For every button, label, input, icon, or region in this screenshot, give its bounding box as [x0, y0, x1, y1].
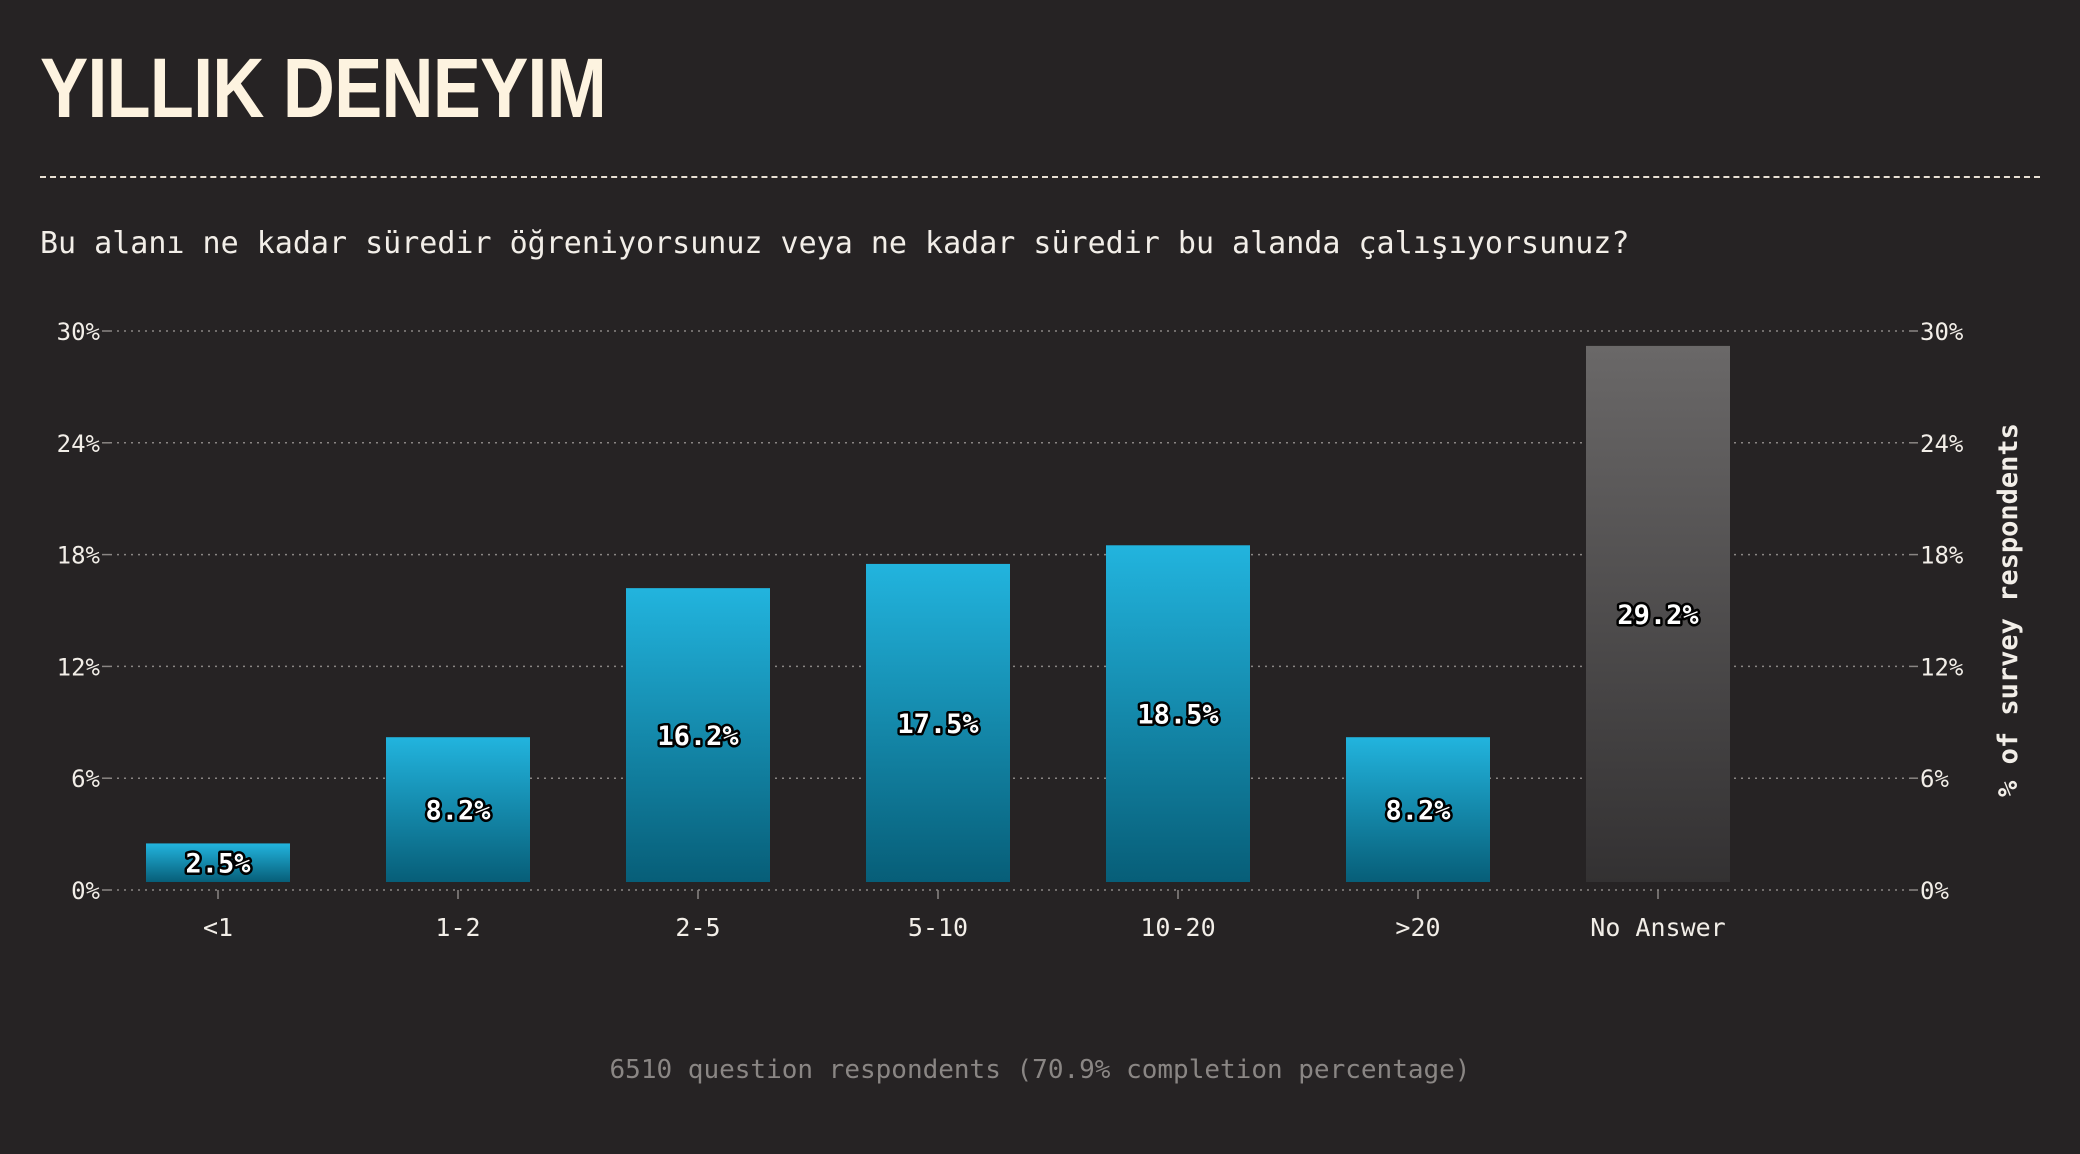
x-tick-label: No Answer — [1590, 913, 1725, 942]
footnote: 6510 question respondents (70.9% complet… — [0, 1055, 2080, 1085]
y-tick-label-right: 12% — [1920, 653, 1964, 681]
y-tick-label-left: 0% — [71, 877, 100, 905]
y-tick-label-left: 18% — [57, 542, 101, 570]
y-tick-label-right: 30% — [1920, 318, 1964, 346]
value-label: 8.2% — [425, 796, 491, 827]
value-label: 18.5% — [1137, 700, 1219, 731]
value-label: 17.5% — [897, 709, 979, 740]
y-axis-label-right: % of survey respondents — [1993, 423, 2024, 797]
y-tick-label-left: 12% — [57, 653, 101, 681]
x-tick-label: 10-20 — [1140, 913, 1215, 942]
y-tick-label-right: 0% — [1920, 877, 1949, 905]
value-label: 8.2% — [1385, 796, 1451, 827]
x-tick-label: 1-2 — [435, 913, 480, 942]
y-tick-label-left: 6% — [71, 765, 100, 793]
value-label: 29.2% — [1617, 600, 1699, 631]
x-tick-label: >20 — [1395, 913, 1440, 942]
bars — [146, 346, 1730, 882]
x-tick-label: 5-10 — [908, 913, 968, 942]
y-tick-label-right: 6% — [1920, 765, 1949, 793]
y-tick-label-right: 18% — [1920, 542, 1964, 570]
value-label: 2.5% — [185, 849, 251, 880]
x-tick-label: 2-5 — [675, 913, 720, 942]
x-tick-label: <1 — [203, 913, 233, 942]
y-tick-label-right: 24% — [1920, 430, 1964, 458]
value-label: 16.2% — [657, 721, 739, 752]
y-tick-label-left: 30% — [57, 318, 101, 346]
y-tick-label-left: 24% — [57, 430, 101, 458]
